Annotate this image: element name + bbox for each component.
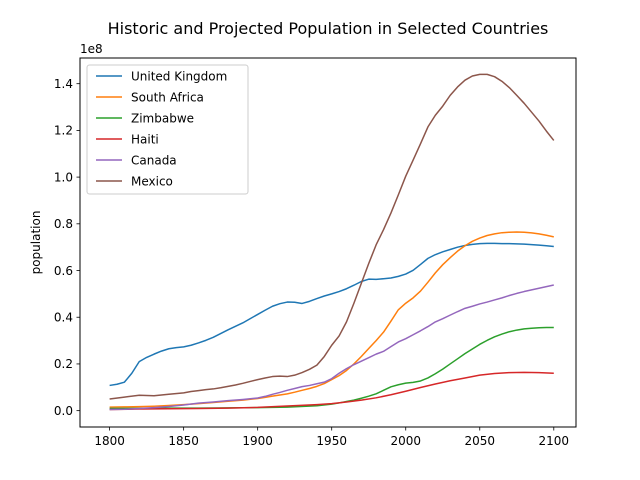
y-tick-label: 0.8	[54, 217, 73, 231]
y-tick-label: 0.0	[54, 404, 73, 418]
series-line-haiti	[109, 371, 554, 411]
series-line-zimbabwe	[109, 326, 554, 410]
x-tick-label: 1850	[168, 434, 199, 448]
x-tick-label: 2000	[390, 434, 421, 448]
series-lines	[109, 73, 555, 411]
y-axis: 0.0 0.2 0.4 0.6 0.8 1.0 1.2 1.4	[54, 77, 80, 418]
legend-label-zimbabwe: Zimbabwe	[131, 111, 194, 125]
y-tick-label: 1.2	[54, 124, 73, 138]
legend-label-canada: Canada	[131, 153, 177, 167]
legend: United Kingdom South Africa Zimbabwe Haiti C…	[86, 64, 249, 195]
legend-label-united-kingdom: United Kingdom	[131, 69, 227, 83]
legend-label-mexico: Mexico	[131, 174, 173, 188]
chart-title: Historic and Projected Population in Sel…	[108, 19, 549, 38]
y-scale-offset-label: 1e8	[80, 42, 103, 56]
x-tick-label: 1950	[316, 434, 347, 448]
legend-label-south-africa: South Africa	[131, 90, 204, 104]
y-tick-label: 0.2	[54, 357, 73, 371]
x-axis: 1800 1850 1900 1950 2000 2050 2100	[94, 427, 569, 448]
series-line-united-kingdom	[109, 242, 554, 387]
x-tick-label: 2100	[539, 434, 570, 448]
plot-area-frame	[79, 57, 577, 428]
y-tick-label: 1.0	[54, 170, 73, 184]
x-tick-label: 2050	[464, 434, 495, 448]
y-tick-label: 0.6	[54, 264, 73, 278]
y-tick-label: 1.4	[54, 77, 73, 91]
legend-box	[86, 64, 249, 195]
series-line-canada	[109, 284, 554, 411]
series-line-south-africa	[109, 231, 554, 408]
x-tick-label: 1800	[94, 434, 125, 448]
legend-label-haiti: Haiti	[131, 132, 159, 146]
y-axis-label: population	[29, 211, 43, 275]
series-line-mexico	[109, 73, 555, 400]
y-tick-label: 0.4	[54, 311, 73, 325]
x-tick-label: 1900	[242, 434, 273, 448]
